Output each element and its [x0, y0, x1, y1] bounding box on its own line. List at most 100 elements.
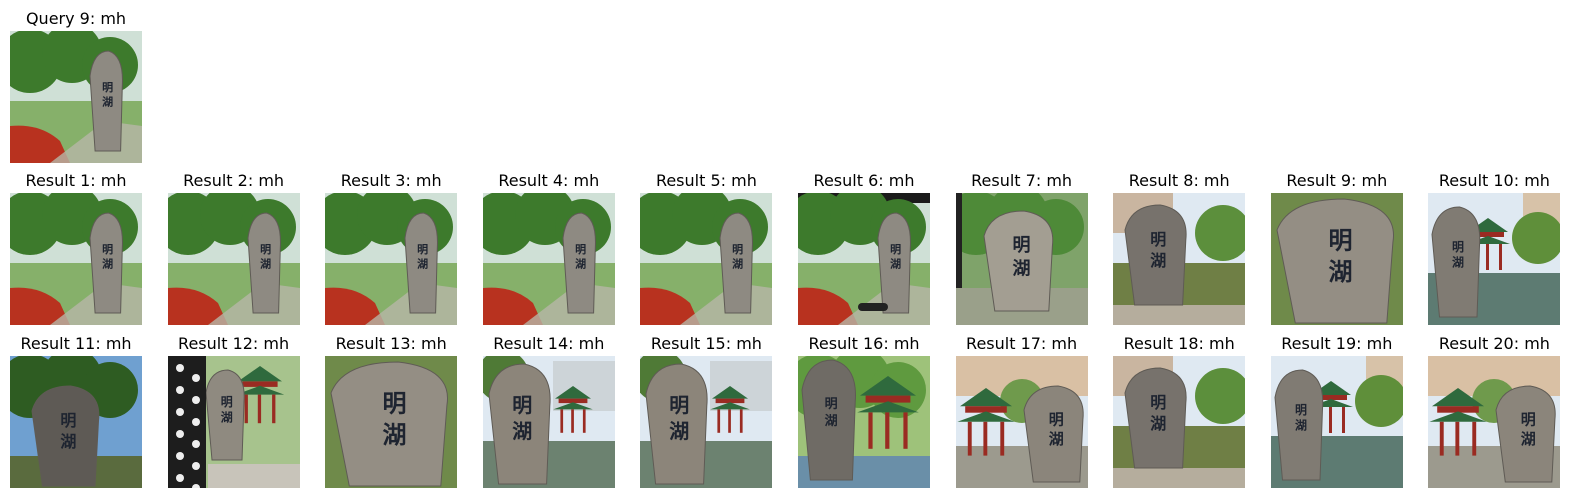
svg-text:明: 明 [1521, 410, 1536, 428]
svg-text:湖: 湖 [512, 419, 532, 443]
stone-tablet: 明 湖 [877, 212, 911, 314]
result-image: 明 湖 [482, 356, 615, 488]
pavilion [1429, 388, 1487, 456]
svg-text:湖: 湖 [60, 432, 76, 451]
stone-tablet: 明 湖 [719, 212, 754, 314]
svg-text:明: 明 [1012, 235, 1030, 256]
result-title: Result 5: mh [655, 171, 757, 190]
stone-tablet: 明 湖 [1124, 204, 1187, 306]
result-title: Result 9: mh [1286, 171, 1388, 190]
result-title: Result 8: mh [1128, 171, 1230, 190]
svg-text:湖: 湖 [1150, 251, 1166, 270]
stone-tablet: 明 湖 [1274, 369, 1324, 481]
svg-text:湖: 湖 [733, 256, 744, 270]
stone-tablet: 明 湖 [562, 212, 596, 314]
stone-tablet: 明 湖 [89, 212, 123, 314]
svg-text:湖: 湖 [1452, 255, 1464, 270]
svg-text:明: 明 [733, 243, 744, 256]
result-image: 明 湖 [955, 356, 1088, 488]
svg-text:湖: 湖 [220, 410, 232, 425]
svg-text:明: 明 [575, 243, 586, 256]
stone-tablet: 明 湖 [247, 212, 281, 314]
result-image: 明 湖 [640, 193, 773, 325]
result-title: Result 3: mh [340, 171, 442, 190]
svg-text:湖: 湖 [670, 419, 690, 443]
svg-text:明: 明 [1048, 410, 1063, 428]
result-image: 明 湖 [1113, 193, 1246, 325]
svg-text:明: 明 [102, 243, 113, 256]
svg-text:湖: 湖 [260, 256, 271, 270]
result-title: Result 18: mh [1123, 334, 1235, 353]
svg-text:明: 明 [102, 81, 113, 94]
result-title: Result 17: mh [966, 334, 1078, 353]
svg-text:明: 明 [1150, 393, 1166, 412]
svg-text:明: 明 [1328, 227, 1352, 255]
stone-tablet: 明 湖 [31, 385, 100, 487]
result-image: 明 湖 [1113, 356, 1246, 488]
svg-text:明: 明 [1295, 403, 1307, 417]
result-title: Result 13: mh [335, 334, 447, 353]
svg-text:湖: 湖 [1328, 258, 1352, 286]
stone-tablet: 明 湖 [330, 361, 449, 487]
svg-text:湖: 湖 [383, 421, 407, 449]
result-title: Result 4: mh [498, 171, 600, 190]
result-title: Result 16: mh [808, 334, 920, 353]
stone-tablet: 明 湖 [645, 363, 708, 485]
svg-text:湖: 湖 [890, 256, 901, 270]
stone-tablet: 明 湖 [801, 359, 856, 481]
svg-text:湖: 湖 [1150, 414, 1166, 433]
pavilion [235, 366, 284, 424]
query-title: Query 9: mh [25, 9, 127, 28]
svg-text:湖: 湖 [825, 414, 838, 429]
result-image: 明 湖 [798, 193, 930, 325]
result-title: Result 12: mh [178, 334, 290, 353]
stone-tablet: 明 湖 [488, 363, 551, 485]
stone-tablet: 明 湖 [1495, 385, 1557, 483]
result-image: 明 湖 [325, 193, 458, 325]
result-title: Result 2: mh [183, 171, 285, 190]
stone-tablet: 明 湖 [983, 210, 1053, 312]
svg-text:湖: 湖 [575, 256, 586, 270]
stone-tablet: 明 湖 [89, 50, 123, 152]
result-image: 明 湖 [482, 193, 615, 325]
svg-text:明: 明 [383, 390, 407, 418]
pavilion [552, 386, 593, 433]
svg-text:湖: 湖 [1295, 418, 1307, 433]
svg-text:明: 明 [220, 395, 232, 409]
result-image: 明 湖 [10, 193, 142, 325]
pavilion [956, 388, 1015, 456]
stone-tablet: 明 湖 [1124, 367, 1187, 469]
svg-text:湖: 湖 [1048, 430, 1063, 448]
stone-tablet: 明 湖 [1276, 198, 1394, 324]
result-image: 明 湖 [798, 356, 930, 488]
stone-tablet: 明 湖 [404, 212, 439, 314]
result-image: 明 湖 [1428, 356, 1561, 488]
stone-tablet: 明 湖 [1431, 206, 1481, 318]
result-image: 明 湖 [325, 356, 458, 488]
result-title: Result 11: mh [20, 334, 132, 353]
svg-text:明: 明 [825, 397, 838, 412]
result-image: 明 湖 [1270, 356, 1403, 488]
result-image: 明 湖 [1270, 193, 1403, 325]
stone-tablet: 明 湖 [205, 369, 245, 461]
result-title: Result 19: mh [1281, 334, 1393, 353]
result-title: Result 7: mh [971, 171, 1073, 190]
result-title: Result 6: mh [813, 171, 915, 190]
svg-text:湖: 湖 [102, 94, 113, 108]
result-image: 明 湖 [1428, 193, 1561, 325]
svg-text:明: 明 [512, 393, 532, 417]
svg-text:明: 明 [1150, 230, 1166, 249]
result-title: Result 1: mh [25, 171, 127, 190]
result-title: Result 14: mh [493, 334, 605, 353]
result-title: Result 15: mh [650, 334, 762, 353]
result-image: 明 湖 [640, 356, 773, 488]
result-image: 明 湖 [955, 193, 1088, 325]
svg-text:明: 明 [890, 243, 901, 256]
result-title: Result 10: mh [1438, 171, 1550, 190]
pavilion [710, 386, 751, 433]
svg-text:湖: 湖 [1521, 430, 1536, 448]
svg-text:明: 明 [260, 243, 271, 256]
query-image: 明 湖 [10, 31, 142, 163]
svg-text:湖: 湖 [417, 256, 428, 270]
result-image: 明 湖 [167, 356, 300, 488]
